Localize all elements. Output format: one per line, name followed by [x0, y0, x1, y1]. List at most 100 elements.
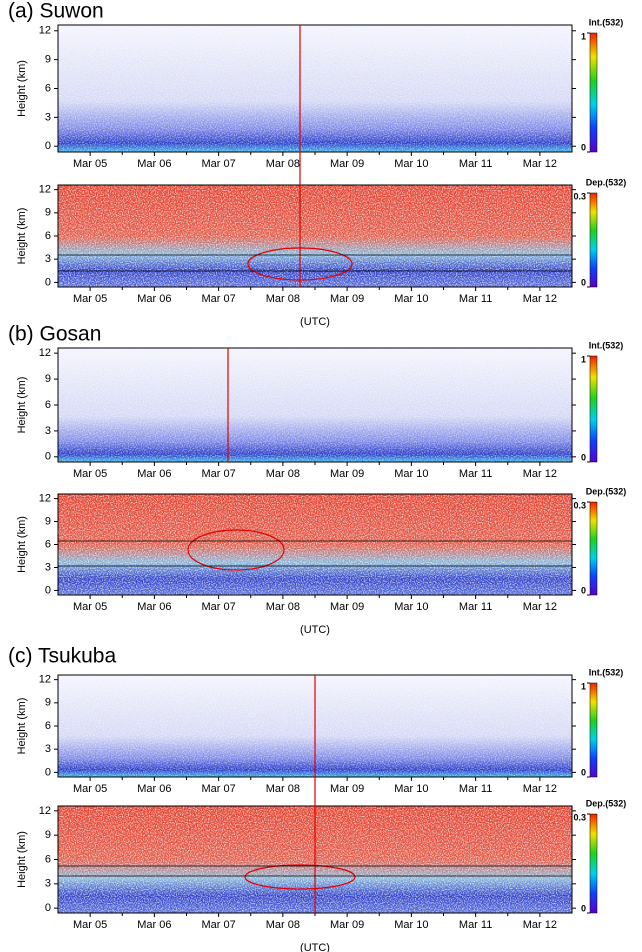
- y-tick-label: 3: [45, 561, 51, 573]
- colorbar-tick-label: 1: [581, 354, 586, 364]
- y-tick-label: 3: [45, 878, 51, 890]
- x-tick-label: Mar 07: [202, 919, 236, 931]
- x-tick-label: Mar 05: [73, 783, 107, 795]
- x-tick-label: Mar 05: [73, 293, 107, 305]
- x-axis-label: (UTC): [300, 624, 330, 636]
- speckle: [58, 25, 572, 152]
- x-tick-label: Mar 11: [459, 601, 492, 613]
- y-tick-label: 0: [45, 451, 51, 463]
- x-tick-label: Mar 10: [394, 919, 428, 931]
- y-tick-label: 9: [45, 829, 51, 841]
- x-tick-label: Mar 12: [523, 919, 557, 931]
- y-axis-label: Height (km): [16, 377, 28, 434]
- y-axis-label: Height (km): [16, 698, 28, 755]
- y-tick-label: 0: [45, 584, 51, 596]
- y-tick-label: 9: [45, 373, 51, 385]
- y-tick-label: 9: [45, 697, 51, 709]
- colorbar-label: Int.(532): [589, 340, 624, 350]
- panel-title: (c) Tsukuba: [8, 645, 116, 668]
- y-axis-label: Height (km): [16, 208, 28, 265]
- y-axis-label: Height (km): [16, 516, 28, 573]
- colorbar-tick-label: 0: [581, 903, 586, 913]
- x-axis-label: (UTC): [300, 316, 330, 328]
- y-tick-label: 12: [39, 347, 51, 359]
- x-tick-label: Mar 09: [330, 468, 364, 480]
- y-tick-label: 6: [45, 82, 51, 94]
- colorbar-label: Dep.(532): [586, 486, 627, 496]
- x-tick-label: Mar 07: [202, 468, 236, 480]
- x-tick-label: Mar 09: [330, 601, 364, 613]
- x-tick-label: Mar 09: [330, 783, 364, 795]
- x-tick-label: Mar 08: [266, 919, 300, 931]
- x-tick-label: Mar 06: [137, 919, 171, 931]
- x-tick-label: Mar 07: [202, 158, 236, 170]
- x-tick-label: Mar 11: [459, 468, 492, 480]
- x-tick-label: Mar 06: [137, 783, 171, 795]
- y-tick-label: 3: [45, 111, 51, 123]
- x-tick-label: Mar 06: [137, 468, 171, 480]
- colorbar-tick-label: 0: [581, 767, 586, 777]
- y-axis-label: Height (km): [16, 60, 28, 117]
- colorbar-tick-label: 0: [581, 142, 586, 152]
- y-tick-label: 6: [45, 399, 51, 411]
- y-tick-label: 9: [45, 54, 51, 66]
- x-tick-label: Mar 07: [202, 293, 236, 305]
- x-tick-label: Mar 09: [330, 158, 364, 170]
- y-tick-label: 12: [39, 25, 51, 37]
- x-tick-label: Mar 09: [330, 293, 364, 305]
- colorbar-label: Int.(532): [589, 667, 624, 677]
- x-tick-label: Mar 07: [202, 601, 236, 613]
- x-tick-label: Mar 08: [266, 601, 300, 613]
- speckle: [58, 185, 572, 287]
- annotation: [187, 529, 285, 571]
- colorbar-tick-label: 0: [581, 277, 586, 287]
- y-tick-label: 6: [45, 720, 51, 732]
- y-tick-label: 12: [39, 492, 51, 504]
- y-tick-label: 3: [45, 253, 51, 265]
- colorbar: [589, 682, 598, 778]
- y-tick-label: 0: [45, 902, 51, 914]
- x-tick-label: Mar 10: [394, 468, 428, 480]
- x-tick-label: Mar 05: [73, 601, 107, 613]
- x-axis-label: (UTC): [300, 942, 330, 952]
- x-tick-label: Mar 10: [394, 601, 428, 613]
- y-tick-label: 9: [45, 207, 51, 219]
- heatmap: [58, 494, 572, 595]
- colorbar-tick-label: 0.3: [573, 500, 586, 510]
- colorbar-label: Dep.(532): [586, 798, 627, 808]
- x-tick-label: Mar 06: [137, 601, 171, 613]
- heatmap: [58, 25, 572, 152]
- colorbar-label: Int.(532): [589, 17, 624, 27]
- y-tick-label: 3: [45, 425, 51, 437]
- y-axis-label: Height (km): [16, 831, 28, 888]
- y-tick-label: 6: [45, 230, 51, 242]
- x-tick-label: Mar 11: [459, 919, 492, 931]
- x-tick-label: Mar 12: [523, 158, 557, 170]
- x-tick-label: Mar 11: [459, 783, 492, 795]
- panel-title: (a) Suwon: [8, 0, 104, 23]
- heatmap: [58, 348, 572, 462]
- y-tick-label: 6: [45, 853, 51, 865]
- y-tick-label: 6: [45, 538, 51, 550]
- colorbar: [589, 501, 598, 596]
- x-tick-label: Mar 12: [523, 468, 557, 480]
- x-tick-label: Mar 10: [394, 293, 428, 305]
- y-tick-label: 3: [45, 743, 51, 755]
- colorbar-tick-label: 1: [581, 31, 586, 41]
- x-tick-label: Mar 12: [523, 293, 557, 305]
- colorbar-tick-label: 0: [581, 452, 586, 462]
- x-tick-label: Mar 06: [137, 158, 171, 170]
- x-tick-label: Mar 11: [459, 293, 492, 305]
- colorbar: [589, 32, 598, 153]
- y-tick-label: 9: [45, 515, 51, 527]
- x-tick-label: Mar 09: [330, 919, 364, 931]
- y-tick-label: 0: [45, 766, 51, 778]
- panel-title: (b) Gosan: [8, 323, 101, 346]
- speckle: [58, 494, 572, 595]
- y-tick-label: 12: [39, 674, 51, 686]
- x-tick-label: Mar 10: [394, 783, 428, 795]
- colorbar: [589, 813, 598, 914]
- y-tick-label: 0: [45, 140, 51, 152]
- x-tick-label: Mar 08: [266, 158, 300, 170]
